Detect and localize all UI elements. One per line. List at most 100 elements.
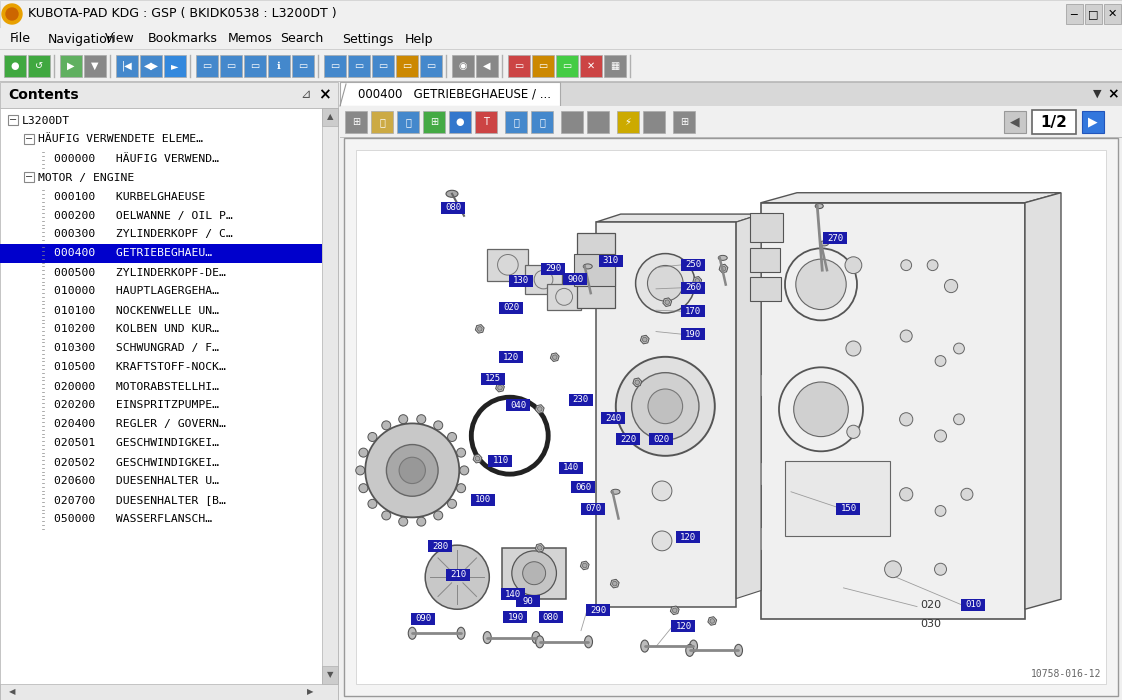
Bar — [681, 282, 706, 294]
Ellipse shape — [611, 489, 620, 494]
Bar — [429, 540, 452, 552]
Text: ×: × — [1107, 87, 1119, 101]
Circle shape — [399, 457, 425, 484]
Bar — [574, 254, 616, 286]
Text: ▭: ▭ — [202, 61, 212, 71]
Bar — [601, 412, 625, 424]
Text: 010500   KRAFTSTOFF-NOCK…: 010500 KRAFTSTOFF-NOCK… — [54, 363, 226, 372]
Bar — [681, 328, 706, 340]
Text: ▭: ▭ — [539, 61, 548, 71]
Text: ⊿: ⊿ — [301, 88, 311, 102]
Text: 140: 140 — [505, 590, 522, 598]
Text: ×: × — [318, 88, 330, 102]
Text: 080: 080 — [445, 203, 461, 212]
Bar — [164, 55, 186, 77]
Text: 020000   MOTORABSTELLHI…: 020000 MOTORABSTELLHI… — [54, 382, 219, 391]
Bar — [749, 277, 781, 301]
Text: |◀: |◀ — [121, 61, 132, 71]
Bar — [0, 108, 338, 700]
Bar — [604, 55, 626, 77]
Bar — [508, 275, 533, 287]
Bar — [0, 81, 1122, 82]
Bar — [531, 111, 553, 133]
Polygon shape — [736, 214, 761, 598]
Bar — [516, 595, 541, 607]
Text: ✕: ✕ — [587, 61, 595, 71]
Bar — [0, 0, 1122, 28]
Text: 000300   ZYLINDERKOPF / C…: 000300 ZYLINDERKOPF / C… — [54, 230, 232, 239]
Text: 020400   REGLER / GOVERN…: 020400 REGLER / GOVERN… — [54, 419, 226, 430]
Circle shape — [900, 488, 913, 501]
Bar — [962, 599, 985, 611]
Text: Navigation: Navigation — [48, 32, 116, 46]
Polygon shape — [596, 214, 761, 222]
Bar — [1004, 111, 1026, 133]
Bar — [340, 82, 1122, 106]
Text: 1/2: 1/2 — [1040, 115, 1067, 130]
Bar — [28, 55, 50, 77]
Bar — [116, 55, 138, 77]
Bar — [505, 111, 527, 133]
Bar — [24, 172, 34, 182]
Circle shape — [448, 499, 457, 508]
Text: 020: 020 — [653, 435, 669, 444]
Text: 000200   OELWANNE / OIL P…: 000200 OELWANNE / OIL P… — [54, 211, 232, 220]
Text: ◀: ◀ — [9, 687, 16, 696]
Bar — [481, 372, 505, 384]
Bar — [673, 111, 695, 133]
Text: 240: 240 — [605, 414, 622, 423]
Bar — [0, 244, 322, 263]
Bar — [539, 611, 563, 623]
Ellipse shape — [408, 627, 416, 639]
Bar — [268, 55, 289, 77]
Text: Settings: Settings — [342, 32, 394, 46]
Text: Bookmarks: Bookmarks — [148, 32, 218, 46]
Text: ▭: ▭ — [330, 61, 340, 71]
Text: 030: 030 — [920, 620, 941, 629]
Bar — [423, 111, 445, 133]
Circle shape — [398, 414, 407, 424]
Circle shape — [935, 430, 947, 442]
Circle shape — [935, 564, 947, 575]
Bar — [340, 137, 1122, 138]
Ellipse shape — [735, 645, 743, 657]
Bar — [499, 351, 523, 363]
Text: 020501   GESCHWINDIGKEI…: 020501 GESCHWINDIGKEI… — [54, 438, 219, 449]
Text: 090: 090 — [415, 615, 431, 624]
Bar — [1082, 111, 1104, 133]
Bar — [580, 55, 603, 77]
Text: 190: 190 — [507, 612, 524, 622]
Circle shape — [884, 561, 901, 578]
Bar — [502, 588, 525, 601]
Circle shape — [356, 466, 365, 475]
Circle shape — [359, 484, 368, 493]
Ellipse shape — [690, 640, 698, 652]
Text: 125: 125 — [485, 374, 502, 383]
Bar — [340, 106, 1122, 138]
Circle shape — [845, 257, 862, 274]
Bar — [671, 620, 696, 632]
Text: −: − — [25, 172, 33, 182]
Ellipse shape — [686, 645, 693, 657]
Bar — [532, 55, 554, 77]
Circle shape — [652, 531, 672, 551]
Circle shape — [366, 424, 459, 517]
Text: 170: 170 — [686, 307, 701, 316]
Text: 🔍: 🔍 — [513, 117, 519, 127]
Text: 290: 290 — [590, 606, 606, 615]
Bar — [557, 55, 578, 77]
Text: 🔍: 🔍 — [539, 117, 545, 127]
Polygon shape — [761, 193, 1061, 203]
Circle shape — [512, 551, 557, 596]
Ellipse shape — [532, 631, 540, 643]
Bar — [586, 604, 610, 616]
Bar — [420, 55, 442, 77]
Bar — [84, 55, 105, 77]
Circle shape — [523, 561, 545, 584]
Circle shape — [425, 545, 489, 609]
Bar — [749, 248, 780, 272]
Circle shape — [398, 517, 407, 526]
Circle shape — [386, 444, 438, 496]
Bar — [749, 213, 783, 242]
Circle shape — [935, 356, 946, 366]
